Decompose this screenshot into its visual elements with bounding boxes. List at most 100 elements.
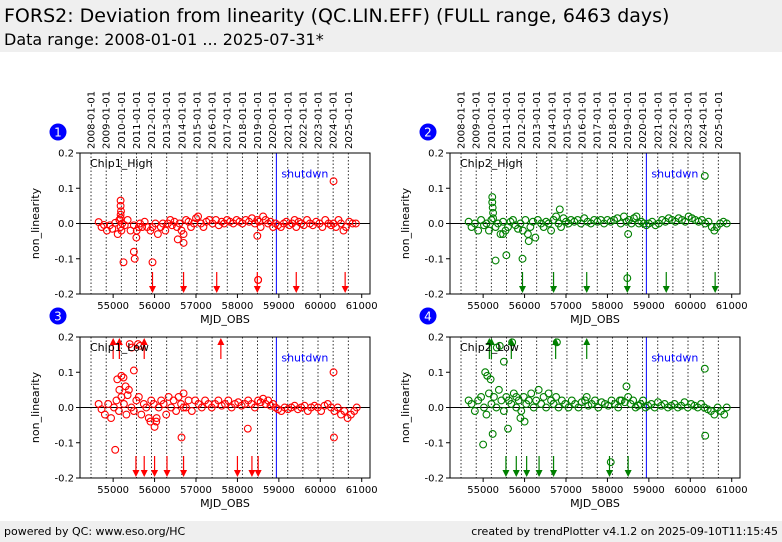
x-tick-label: 60000	[304, 485, 336, 496]
data-point	[121, 382, 130, 391]
data-point	[329, 368, 338, 377]
x-tick-label: 59000	[263, 485, 295, 496]
data-point	[148, 258, 157, 267]
data-point	[492, 403, 501, 412]
data-point	[701, 431, 710, 440]
data-point	[491, 256, 500, 265]
y-axis-label: non_linearity	[399, 187, 412, 259]
footer-credit: powered by QC: www.eso.org/HC	[4, 525, 186, 538]
x-tick-label: 55000	[97, 485, 129, 496]
arrow-down-head	[140, 470, 148, 477]
data-point	[100, 410, 109, 419]
x-tick-label: 57000	[180, 485, 212, 496]
arrow-up-head	[583, 338, 591, 345]
data-point	[562, 217, 570, 226]
data-point	[606, 458, 615, 467]
arrow-down-head	[253, 286, 261, 293]
x-tick-label: 56000	[509, 301, 541, 312]
data-point	[504, 424, 512, 433]
arrow-down-head	[151, 470, 159, 477]
y-tick-label: -0.1	[424, 254, 444, 265]
date-tick-label: 2024-01-01	[699, 91, 710, 149]
arrow-down-head	[149, 286, 156, 293]
data-point	[224, 396, 233, 405]
date-tick-label: 2011-01-01	[132, 91, 143, 149]
data-point	[552, 338, 561, 347]
panel-2: 2008-01-01 2009-01-01 2010-01-01 2011-01-01…	[399, 91, 748, 326]
x-tick-label: 56000	[509, 485, 541, 496]
data-point	[116, 201, 125, 210]
y-tick-label: 0.2	[428, 333, 444, 344]
arrow-up-head	[552, 338, 560, 345]
arrow-down-head	[248, 470, 256, 477]
x-tick-label: 57000	[550, 485, 582, 496]
arrow-down-head	[180, 286, 188, 293]
data-point	[494, 219, 503, 228]
data-point	[532, 396, 541, 405]
data-point	[479, 440, 488, 449]
arrow-down-head	[132, 470, 140, 477]
data-point	[624, 230, 633, 239]
y-tick-label: -0.2	[54, 474, 74, 485]
data-point	[271, 403, 280, 412]
date-tick-label: 2010-01-01	[117, 91, 128, 149]
data-point	[564, 403, 573, 412]
data-point	[534, 385, 543, 394]
panel-badge-number: 3	[54, 310, 62, 324]
date-tick-label: 2025-01-01	[344, 91, 355, 149]
data-point	[179, 389, 188, 398]
data-point	[484, 226, 493, 235]
x-tick-label: 58000	[222, 485, 254, 496]
data-point	[722, 219, 731, 228]
data-point	[173, 235, 182, 244]
data-point	[119, 373, 128, 382]
arrow-down-head	[523, 470, 531, 477]
x-tick-label: 59000	[633, 485, 665, 496]
x-tick-label: 61000	[716, 301, 748, 312]
data-point	[622, 217, 631, 226]
data-point	[480, 403, 488, 412]
data-point	[512, 392, 521, 401]
arrow-down-head	[623, 286, 631, 293]
x-tick-label: 57000	[180, 301, 212, 312]
data-point	[632, 212, 641, 221]
data-point	[537, 400, 546, 408]
data-point	[184, 396, 193, 405]
x-axis-label: MJD_OBS	[200, 497, 250, 510]
chip-label: Chip2_Low	[460, 341, 519, 354]
data-point	[132, 226, 141, 235]
data-point	[544, 389, 553, 398]
data-point	[136, 341, 145, 350]
date-tick-label: 2011-01-01	[502, 91, 513, 149]
y-tick-label: -0.2	[54, 290, 74, 301]
panel-badge	[49, 123, 67, 141]
date-tick-label: 2016-01-01	[578, 91, 589, 149]
y-tick-label: 0.0	[428, 403, 444, 414]
data-point	[175, 219, 184, 228]
data-point	[333, 403, 342, 412]
data-point	[486, 375, 495, 384]
data-point	[250, 403, 259, 412]
data-point	[116, 210, 125, 219]
data-point	[116, 214, 125, 223]
x-tick-label: 58000	[592, 485, 624, 496]
data-point	[114, 407, 123, 415]
data-point	[508, 338, 517, 347]
data-point	[494, 385, 503, 394]
y-tick-label: 0.1	[428, 368, 444, 379]
data-point	[161, 226, 170, 235]
data-point	[470, 407, 479, 415]
y-axis-label: non_linearity	[29, 371, 42, 443]
data-point	[118, 219, 127, 228]
data-point	[169, 396, 178, 405]
data-point	[552, 212, 561, 221]
data-point	[552, 392, 561, 401]
data-point	[527, 389, 536, 398]
data-point	[182, 403, 191, 412]
panel-badge-number: 1	[54, 126, 62, 140]
panel-badge	[419, 123, 437, 141]
chip-label: Chip2_High	[460, 157, 522, 170]
data-point	[129, 407, 138, 415]
date-tick-label: 2018-01-01	[238, 91, 249, 149]
